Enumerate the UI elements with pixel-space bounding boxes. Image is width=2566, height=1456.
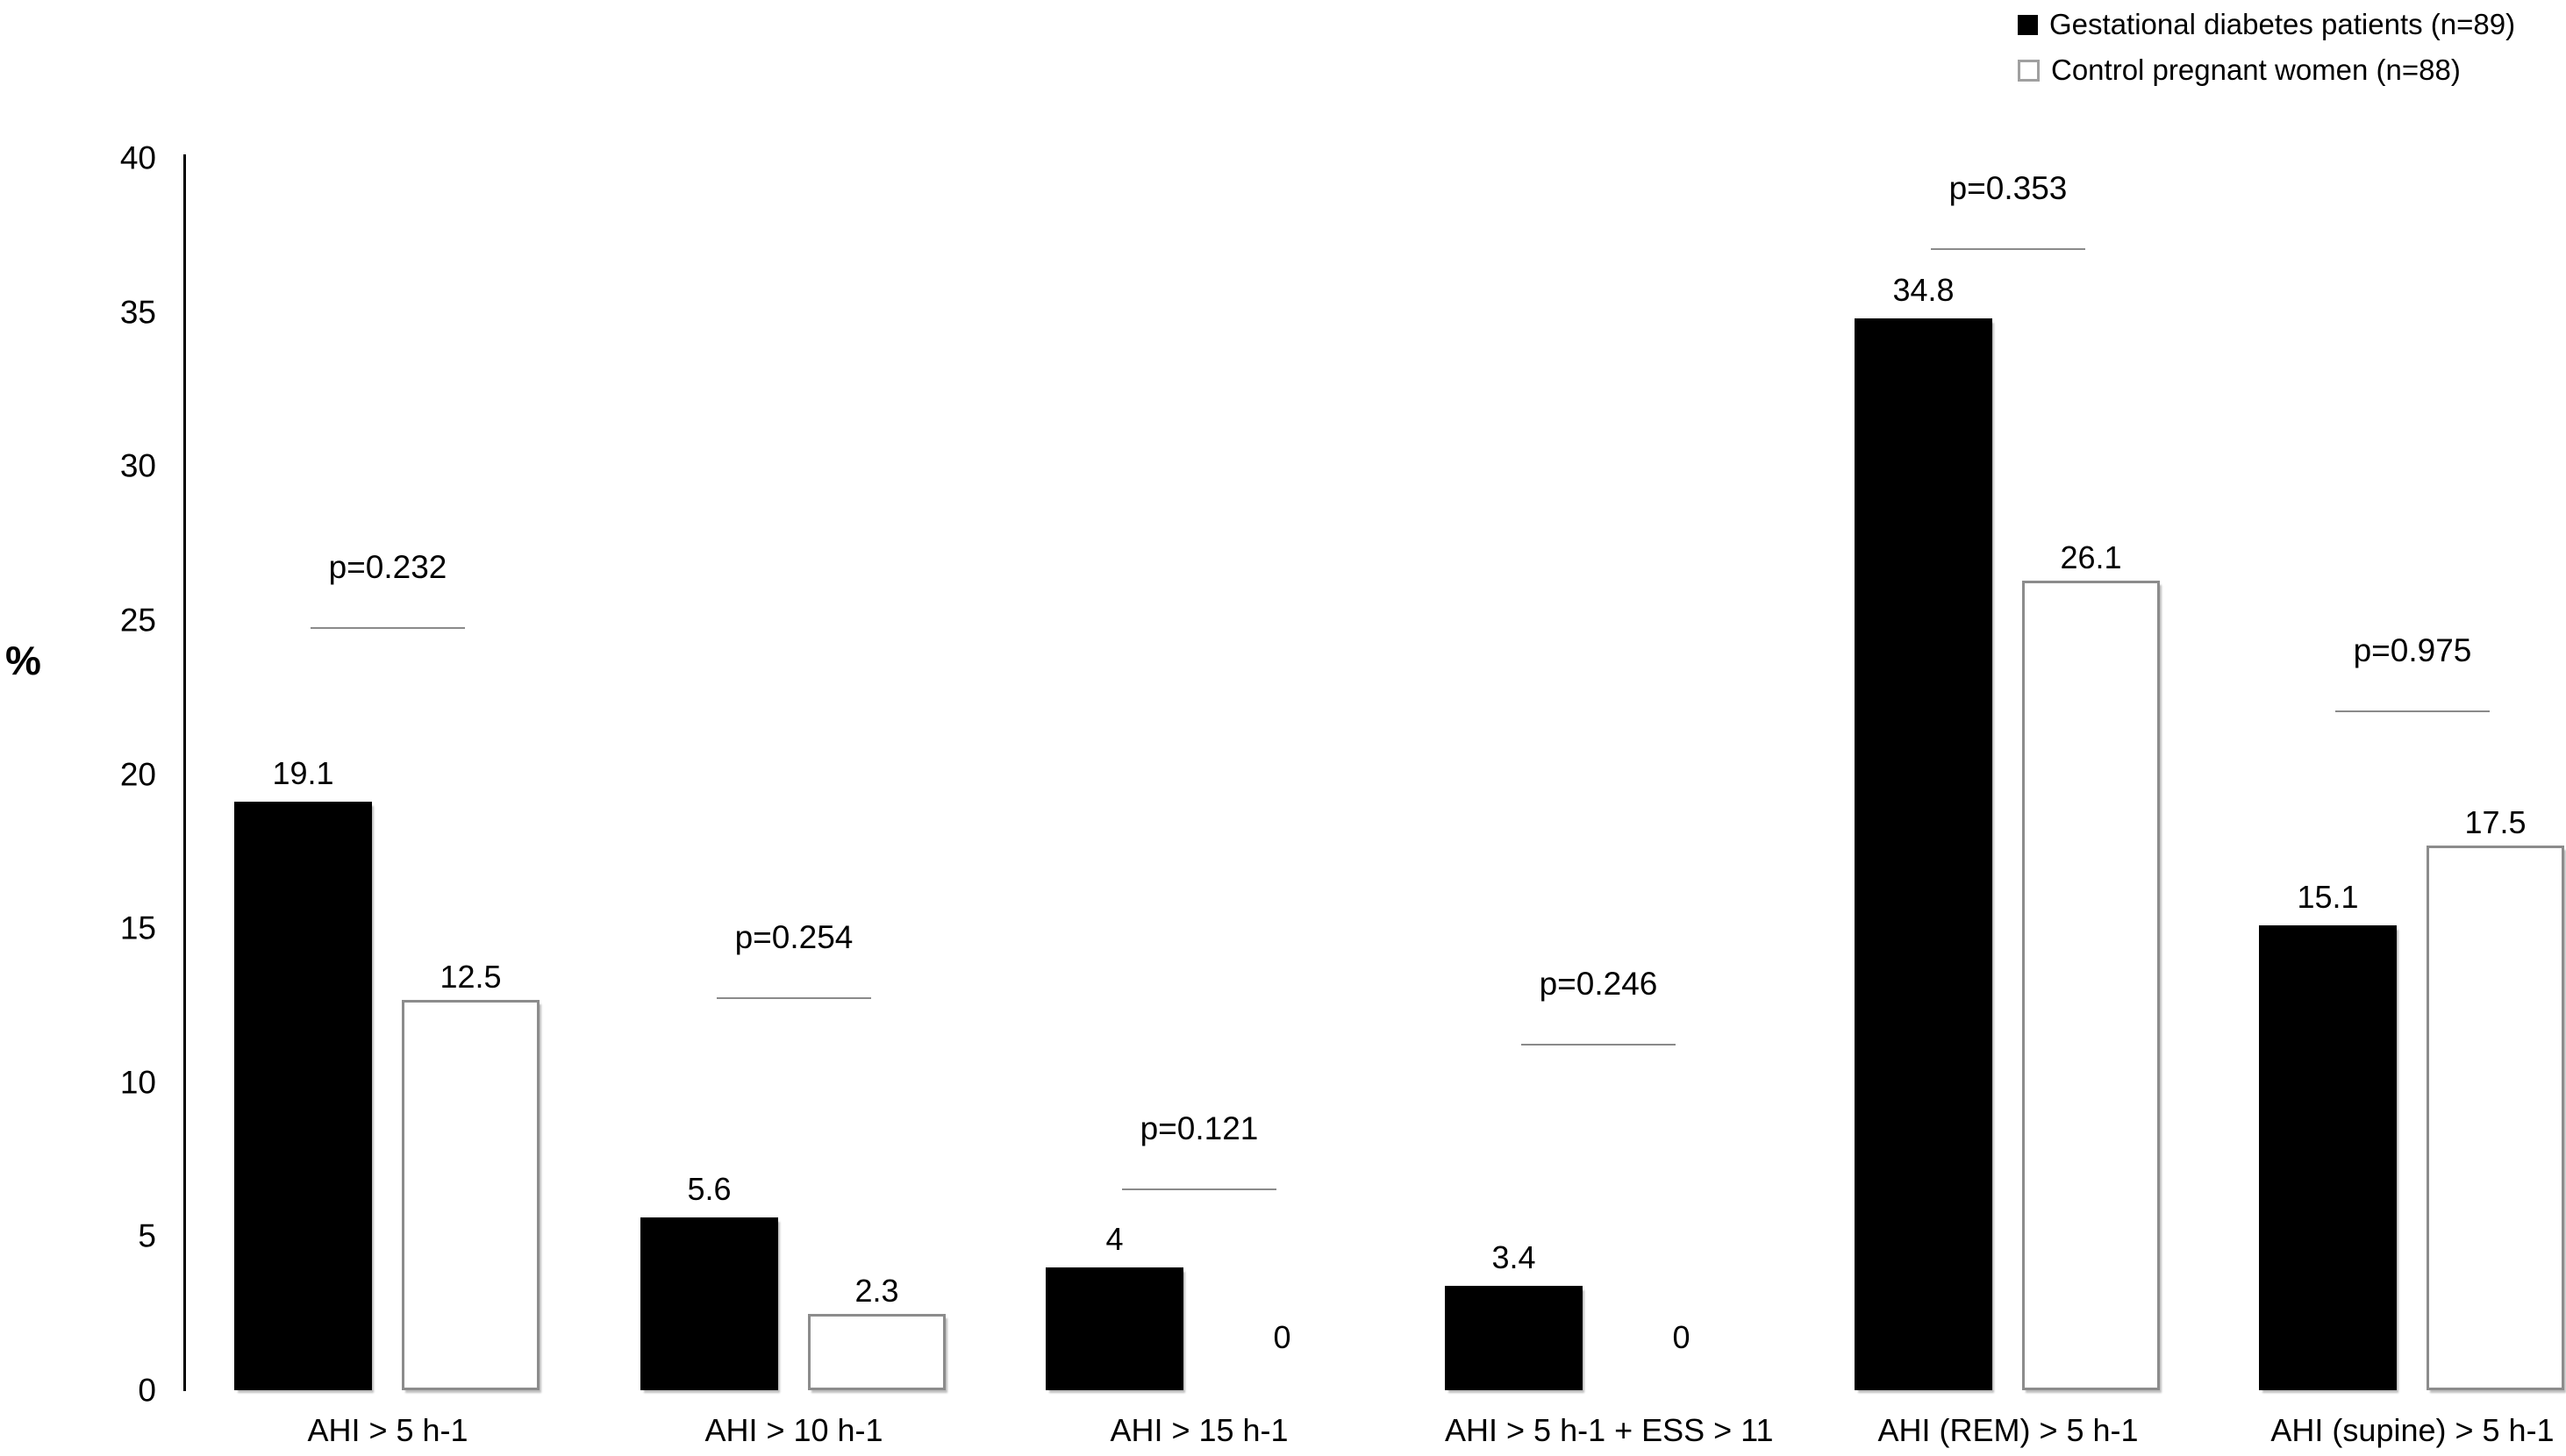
y-axis-tick: 5 (138, 1217, 156, 1254)
bar-value-label: 26.1 (2060, 539, 2122, 576)
legend-swatch-white-icon (2018, 59, 2040, 82)
bar-group-ahi5-ess11: 3.4 0 p=0.246 AHI > 5 h-1 + ESS > 11 (1445, 158, 1774, 1447)
p-value-line (717, 996, 871, 999)
y-axis-tick: 35 (119, 294, 156, 331)
p-value-label: p=0.254 (734, 918, 854, 955)
y-axis-tick: 40 (119, 139, 156, 176)
bar-gestational (2259, 924, 2397, 1390)
bar-group-ahi-rem: 34.8 26.1 p=0.353 AHI (REM) > 5 h-1 (1855, 158, 2162, 1447)
bar-gestational (640, 1217, 778, 1390)
p-value-label: p=0.121 (1140, 1110, 1259, 1146)
legend-label: Gestational diabetes patients (n=89) (2049, 8, 2516, 40)
legend-item-control: Control pregnant women (n=88) (2018, 47, 2515, 93)
category-label: AHI (supine) > 5 h-1 (2270, 1412, 2555, 1448)
p-value-line (1931, 248, 2085, 251)
bar-value-label: 0 (1672, 1319, 1690, 1355)
y-axis-tick: 0 (138, 1372, 156, 1409)
bar-group-ahi-supine: 15.1 17.5 p=0.975 AHI (supine) > 5 h-1 (2259, 158, 2566, 1447)
category-label: AHI > 5 h-1 (307, 1412, 468, 1448)
bar-value-label: 34.8 (1892, 271, 1955, 308)
plot-area: 19.1 12.5 p=0.232 AHI > 5 h-1 5.6 2.3 p=… (187, 158, 2566, 1447)
bar-group-ahi5: 19.1 12.5 p=0.232 AHI > 5 h-1 (234, 158, 541, 1447)
bar-value-label: 15.1 (2297, 878, 2359, 915)
bar-value-label: 17.5 (2464, 804, 2527, 841)
p-value-line (2335, 710, 2490, 713)
y-axis-label: % (5, 638, 41, 683)
p-value-label: p=0.246 (1539, 965, 1658, 1002)
bar-control (2427, 846, 2564, 1390)
bar-control (2022, 581, 2160, 1390)
legend-label: Control pregnant women (n=88) (2051, 54, 2461, 86)
y-axis-tick: 15 (119, 910, 156, 946)
bar-value-label: 12.5 (440, 958, 502, 995)
p-value-label: p=0.353 (1948, 170, 2068, 207)
legend-swatch-black-icon (2018, 14, 2038, 35)
bar-gestational (1445, 1285, 1583, 1390)
legend: Gestational diabetes patients (n=89) Con… (2018, 2, 2515, 93)
bar-control (402, 999, 540, 1390)
p-value-label: p=0.975 (2353, 632, 2472, 669)
y-axis-tick: 20 (119, 756, 156, 792)
p-value-line (311, 627, 465, 630)
bar-value-label: 3.4 (1491, 1238, 1536, 1275)
category-label: AHI > 15 h-1 (1110, 1412, 1289, 1448)
bar-value-label: 0 (1273, 1319, 1291, 1355)
bar-gestational (1855, 318, 1992, 1390)
p-value-label: p=0.232 (328, 549, 447, 586)
y-axis-tick: 10 (119, 1064, 156, 1101)
y-axis-tick: 25 (119, 602, 156, 639)
category-label: AHI (REM) > 5 h-1 (1877, 1412, 2139, 1448)
y-axis-tick: 30 (119, 447, 156, 484)
bar-group-ahi10: 5.6 2.3 p=0.254 AHI > 10 h-1 (640, 158, 947, 1447)
bar-value-label: 19.1 (272, 755, 334, 792)
category-label: AHI > 10 h-1 (704, 1412, 883, 1448)
bar-value-label: 5.6 (687, 1171, 732, 1208)
bar-gestational (1046, 1267, 1183, 1390)
bar-gestational (234, 802, 372, 1390)
p-value-line (1521, 1043, 1676, 1046)
bar-group-ahi15: 4 0 p=0.121 AHI > 15 h-1 (1046, 158, 1353, 1447)
p-value-line (1122, 1188, 1276, 1190)
legend-item-gestational: Gestational diabetes patients (n=89) (2018, 2, 2515, 47)
y-axis-line (183, 154, 186, 1391)
y-axis-ticks: 0 5 10 15 20 25 30 35 40 (0, 142, 156, 1407)
bar-value-label: 2.3 (854, 1273, 899, 1310)
bar-value-label: 4 (1105, 1220, 1124, 1257)
bar-control (808, 1314, 946, 1390)
category-label: AHI > 5 h-1 + ESS > 11 (1445, 1412, 1774, 1448)
